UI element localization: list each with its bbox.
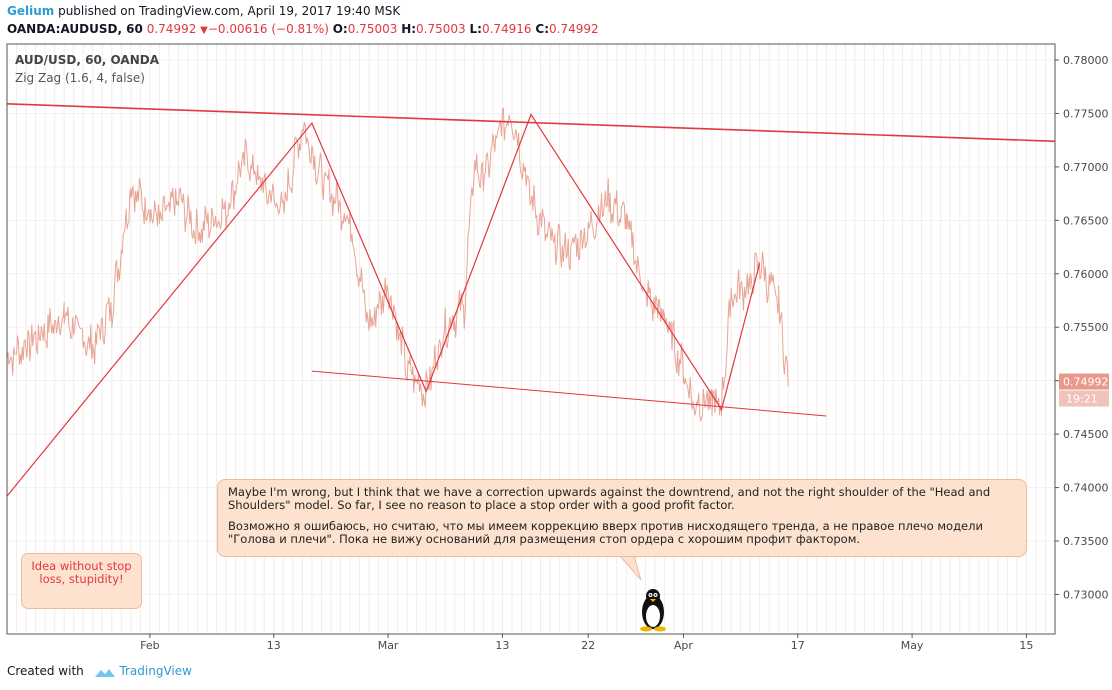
tradingview-logo-icon [94, 668, 115, 677]
x-tick-label: 22 [581, 639, 595, 652]
price-line [6, 107, 789, 422]
x-tick-label: 17 [791, 639, 805, 652]
axes: 0.78000 0.77500 0.77000 0.76500 0.76000 0.755… [6, 43, 1109, 652]
low-value: 0.74916 [481, 22, 532, 36]
resistance-trendline[interactable] [6, 103, 1056, 143]
x-tick-label: Apr [674, 639, 694, 652]
indicator-legend[interactable]: Zig Zag (1.6, 4, false) [15, 71, 145, 85]
y-tick-label: 0.77000 [1063, 161, 1109, 174]
tradingview-link[interactable]: TradingView [119, 664, 192, 678]
callout-pointer [618, 555, 642, 581]
down-triangle-icon: ▼ [200, 25, 208, 36]
price-change: −0.00616 (−0.81%) [207, 22, 329, 36]
zigzag-line[interactable] [6, 113, 761, 497]
close-label: C: [535, 22, 549, 36]
y-tick-label: 0.76500 [1063, 214, 1109, 227]
low-label: L: [469, 22, 482, 36]
penguin-icon [640, 589, 666, 632]
y-tick-label: 0.77500 [1063, 107, 1109, 120]
support-trendline[interactable] [311, 370, 827, 417]
idea-warning-note: Idea without stop loss, stupidity! [21, 553, 142, 609]
analysis-callout: Maybe I'm wrong, but I think that we hav… [217, 479, 1027, 557]
y-tick-label: 0.74500 [1063, 428, 1109, 441]
footer: Created with TradingView [7, 664, 192, 678]
y-tick-label: 0.74000 [1063, 482, 1109, 495]
chart-legend-title: AUD/USD, 60, OANDA [15, 53, 159, 67]
symbol-label: OANDA:AUDUSD, 60 [7, 22, 143, 36]
close-value: 0.74992 [549, 22, 599, 36]
publish-text: published on TradingView.com, April 19, … [54, 4, 401, 18]
last-price: 0.74992 [146, 22, 197, 36]
header-bar: Gelium published on TradingView.com, Apr… [0, 0, 1112, 44]
y-tick-label: 0.78000 [1063, 54, 1109, 67]
x-tick-label: 13 [267, 639, 281, 652]
x-tick-label: Mar [378, 639, 399, 652]
x-tick-label: 13 [495, 639, 509, 652]
x-tick-label: May [901, 639, 924, 652]
countdown-tag [1059, 390, 1109, 407]
open-value: 0.75003 [347, 22, 398, 36]
drawing-lines[interactable] [6, 103, 1056, 497]
y-tick-label: 0.73000 [1063, 588, 1109, 601]
callout-english: Maybe I'm wrong, but I think that we hav… [228, 485, 991, 512]
author-name[interactable]: Gelium [7, 4, 55, 18]
price-series [6, 107, 789, 422]
x-tick-label: 15 [1019, 639, 1033, 652]
last-price-tag [1059, 373, 1109, 390]
plot-frame [6, 43, 1056, 635]
y-tick-label: 0.76000 [1063, 268, 1109, 281]
y-tick-label: 0.75500 [1063, 321, 1109, 334]
quote-line: OANDA:AUDUSD, 60 0.74992 ▼−0.00616 (−0.8… [7, 22, 599, 36]
high-value: 0.75003 [416, 22, 466, 36]
countdown-tag-label: 19:21 [1066, 393, 1098, 406]
callout-russian: Возможно я ошибаюсь, но считаю, что мы и… [228, 519, 983, 546]
high-label: H: [401, 22, 417, 36]
publish-info: Gelium published on TradingView.com, Apr… [7, 4, 400, 18]
x-tick-label: Feb [140, 639, 159, 652]
open-label: O: [332, 22, 348, 36]
y-tick-label: 0.73500 [1063, 535, 1109, 548]
last-price-tag-label: 0.74992 [1063, 376, 1109, 389]
created-with-text: Created with [7, 664, 84, 678]
callout-pointer-shape [618, 555, 642, 581]
